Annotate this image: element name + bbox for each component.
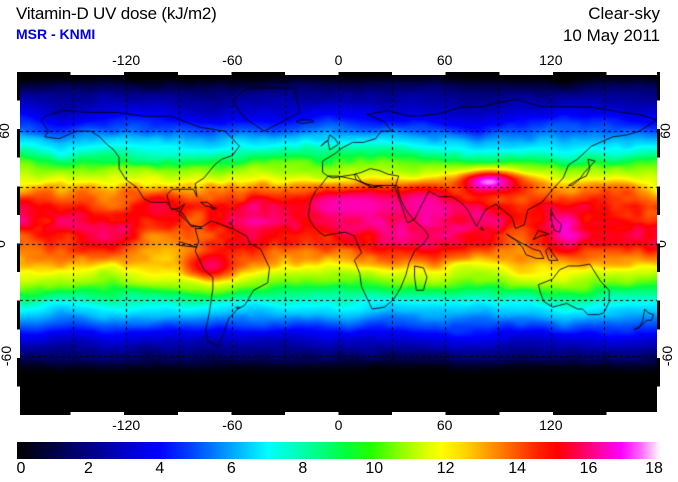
colorbar-tick-0: 0 bbox=[16, 460, 26, 477]
colorbar-tick-labels: 0 2 4 6 8 10 12 14 16 18 bbox=[16, 460, 663, 482]
sky-condition-label: Clear-sky bbox=[588, 4, 660, 23]
x-axis-label-bot-1: -60 bbox=[222, 417, 243, 433]
colorbar-tick-18: 18 bbox=[645, 460, 663, 477]
world-map-plot bbox=[17, 72, 660, 415]
colorbar-tick-14: 14 bbox=[508, 460, 527, 477]
colorbar-tick-10: 10 bbox=[365, 460, 384, 477]
colorbar-tick-16: 16 bbox=[579, 460, 598, 477]
y-axis-label-left-1: 0 bbox=[0, 240, 8, 248]
x-axis-label-top-1: -60 bbox=[222, 52, 243, 68]
y-axis-label-right-1: 0 bbox=[652, 239, 669, 248]
axis-ticks-bottom bbox=[17, 412, 660, 415]
x-axis-label-bot-2: 0 bbox=[334, 417, 343, 433]
uv-dose-heatmap-canvas bbox=[20, 75, 657, 412]
x-axis-label-bot-3: 60 bbox=[436, 417, 453, 433]
data-source-label: MSR - KNMI bbox=[16, 26, 96, 42]
x-axis-label-top-4: 120 bbox=[539, 52, 563, 68]
page-title: Vitamin-D UV dose (kJ/m2) bbox=[16, 4, 217, 23]
y-axis-label-left-0: 60 bbox=[0, 123, 12, 139]
x-axis-label-top-2: 0 bbox=[334, 52, 343, 68]
colorbar: 0 2 4 6 8 10 12 14 16 18 bbox=[16, 442, 663, 482]
x-axis-label-bot-0: -120 bbox=[112, 417, 141, 433]
x-axis-label-top-3: 60 bbox=[436, 52, 453, 68]
axis-ticks-top bbox=[17, 72, 660, 75]
colorbar-tick-12: 12 bbox=[436, 460, 455, 477]
axis-ticks-left bbox=[17, 72, 20, 415]
colorbar-tick-8: 8 bbox=[298, 460, 308, 477]
x-axis-label-top-0: -120 bbox=[112, 52, 141, 68]
colorbar-tick-2: 2 bbox=[83, 460, 93, 477]
y-axis-label-right-2: -60 bbox=[659, 345, 676, 366]
colorbar-gradient bbox=[17, 442, 660, 459]
date-label: 10 May 2011 bbox=[562, 26, 660, 45]
x-axis-label-bot-4: 120 bbox=[539, 417, 563, 433]
colorbar-tick-6: 6 bbox=[226, 460, 236, 477]
colorbar-tick-4: 4 bbox=[155, 460, 165, 477]
y-axis-label-left-2: -60 bbox=[0, 345, 15, 366]
axis-ticks-right bbox=[657, 72, 660, 415]
